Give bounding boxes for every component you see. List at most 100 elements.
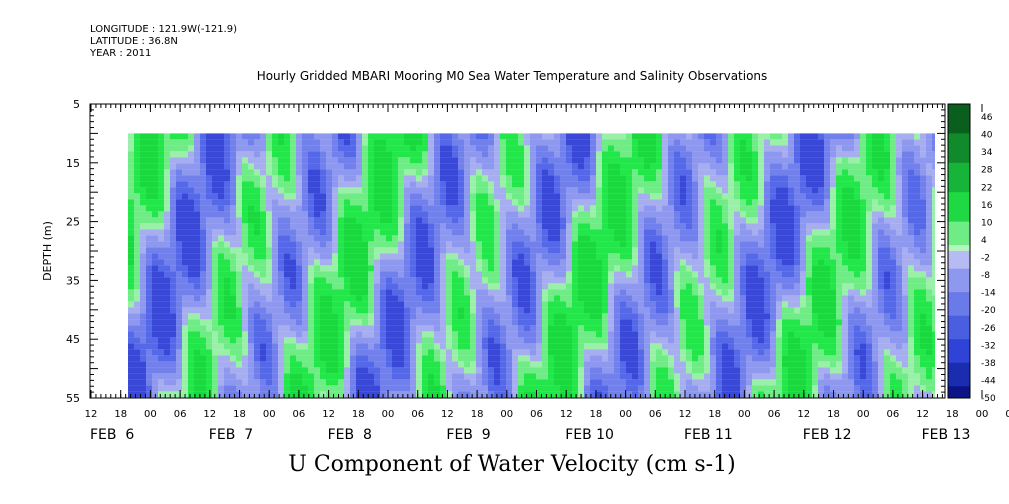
heatmap-cell: [722, 265, 728, 272]
heatmap-cell: [518, 283, 524, 290]
heatmap-cell: [620, 307, 626, 314]
heatmap-cell: [674, 259, 680, 266]
heatmap-cell: [638, 307, 644, 314]
heatmap-cell: [272, 253, 278, 260]
heatmap-cell: [608, 343, 614, 350]
heatmap-cell: [404, 235, 410, 242]
heatmap-cell: [308, 325, 314, 332]
heatmap-cell: [362, 379, 368, 386]
heatmap-cell: [200, 319, 206, 326]
heatmap-cell: [686, 229, 692, 236]
heatmap-cell: [692, 385, 698, 392]
heatmap-cell: [134, 289, 140, 296]
heatmap-cell: [278, 265, 284, 272]
heatmap-cell: [188, 373, 194, 380]
heatmap-cell: [278, 283, 284, 290]
heatmap-cell: [752, 217, 758, 224]
heatmap-cell: [512, 199, 518, 206]
heatmap-cell: [380, 139, 386, 146]
heatmap-cell: [680, 337, 686, 344]
heatmap-cell: [578, 337, 584, 344]
heatmap-cell: [524, 145, 530, 152]
heatmap-cell: [380, 235, 386, 242]
heatmap-cell: [152, 349, 158, 356]
heatmap-cell: [332, 187, 338, 194]
heatmap-cell: [740, 241, 746, 248]
heatmap-cell: [470, 163, 476, 170]
heatmap-cell: [584, 355, 590, 362]
heatmap-cell: [176, 157, 182, 164]
heatmap-cell: [614, 133, 620, 140]
heatmap-cell: [602, 133, 608, 140]
heatmap-cell: [644, 253, 650, 260]
heatmap-cell: [302, 295, 308, 302]
heatmap-cell: [626, 199, 632, 206]
heatmap-cell: [668, 151, 674, 158]
heatmap-cell: [350, 139, 356, 146]
heatmap-cell: [656, 325, 662, 332]
heatmap-cell: [230, 325, 236, 332]
heatmap-cell: [512, 211, 518, 218]
heatmap-cell: [728, 235, 734, 242]
heatmap-cell: [188, 187, 194, 194]
heatmap-cell: [152, 253, 158, 260]
heatmap-cell: [512, 163, 518, 170]
heatmap-cell: [662, 247, 668, 254]
heatmap-cell: [668, 289, 674, 296]
heatmap-cell: [530, 145, 536, 152]
heatmap-cell: [308, 379, 314, 386]
heatmap-cell: [746, 349, 752, 356]
heatmap-cell: [362, 253, 368, 260]
heatmap-cell: [644, 271, 650, 278]
heatmap-cell: [296, 295, 302, 302]
heatmap-cell: [566, 217, 572, 224]
heatmap-cell: [218, 367, 224, 374]
heatmap-cell: [650, 247, 656, 254]
heatmap-cell: [554, 349, 560, 356]
heatmap-cell: [170, 241, 176, 248]
heatmap-cell: [206, 307, 212, 314]
heatmap-cell: [206, 199, 212, 206]
heatmap-cell: [740, 385, 746, 392]
heatmap-cell: [686, 145, 692, 152]
heatmap-cell: [650, 301, 656, 308]
heatmap-cell: [638, 163, 644, 170]
heatmap-cell: [722, 283, 728, 290]
heatmap-cell: [500, 139, 506, 146]
heatmap-cell: [566, 271, 572, 278]
heatmap-cell: [278, 343, 284, 350]
heatmap-cell: [638, 355, 644, 362]
heatmap-cell: [182, 325, 188, 332]
heatmap-cell: [710, 325, 716, 332]
heatmap-cell: [692, 193, 698, 200]
heatmap-cell: [236, 253, 242, 260]
heatmap-cell: [710, 319, 716, 326]
heatmap-cell: [476, 151, 482, 158]
heatmap-cell: [176, 145, 182, 152]
heatmap-cell: [722, 343, 728, 350]
heatmap-cell: [464, 331, 470, 338]
heatmap-cell: [644, 133, 650, 140]
heatmap-cell: [596, 379, 602, 386]
heatmap-cell: [590, 223, 596, 230]
heatmap-cell: [170, 223, 176, 230]
heatmap-cell: [164, 331, 170, 338]
heatmap-cell: [320, 223, 326, 230]
heatmap-cell: [782, 181, 788, 188]
heatmap-cell: [206, 331, 212, 338]
heatmap-cell: [368, 181, 374, 188]
heatmap-cell: [500, 229, 506, 236]
heatmap-cell: [434, 337, 440, 344]
heatmap-cell: [680, 223, 686, 230]
heatmap-cell: [782, 247, 788, 254]
heatmap-cell: [380, 385, 386, 392]
heatmap-cell: [638, 199, 644, 206]
heatmap-cell: [332, 343, 338, 350]
heatmap-cell: [200, 379, 206, 386]
heatmap-cell: [704, 337, 710, 344]
heatmap-cell: [422, 307, 428, 314]
chart-title: Hourly Gridded MBARI Mooring M0 Sea Wate…: [256, 69, 768, 83]
heatmap-cell: [614, 229, 620, 236]
heatmap-cell: [398, 307, 404, 314]
heatmap-cell: [602, 193, 608, 200]
